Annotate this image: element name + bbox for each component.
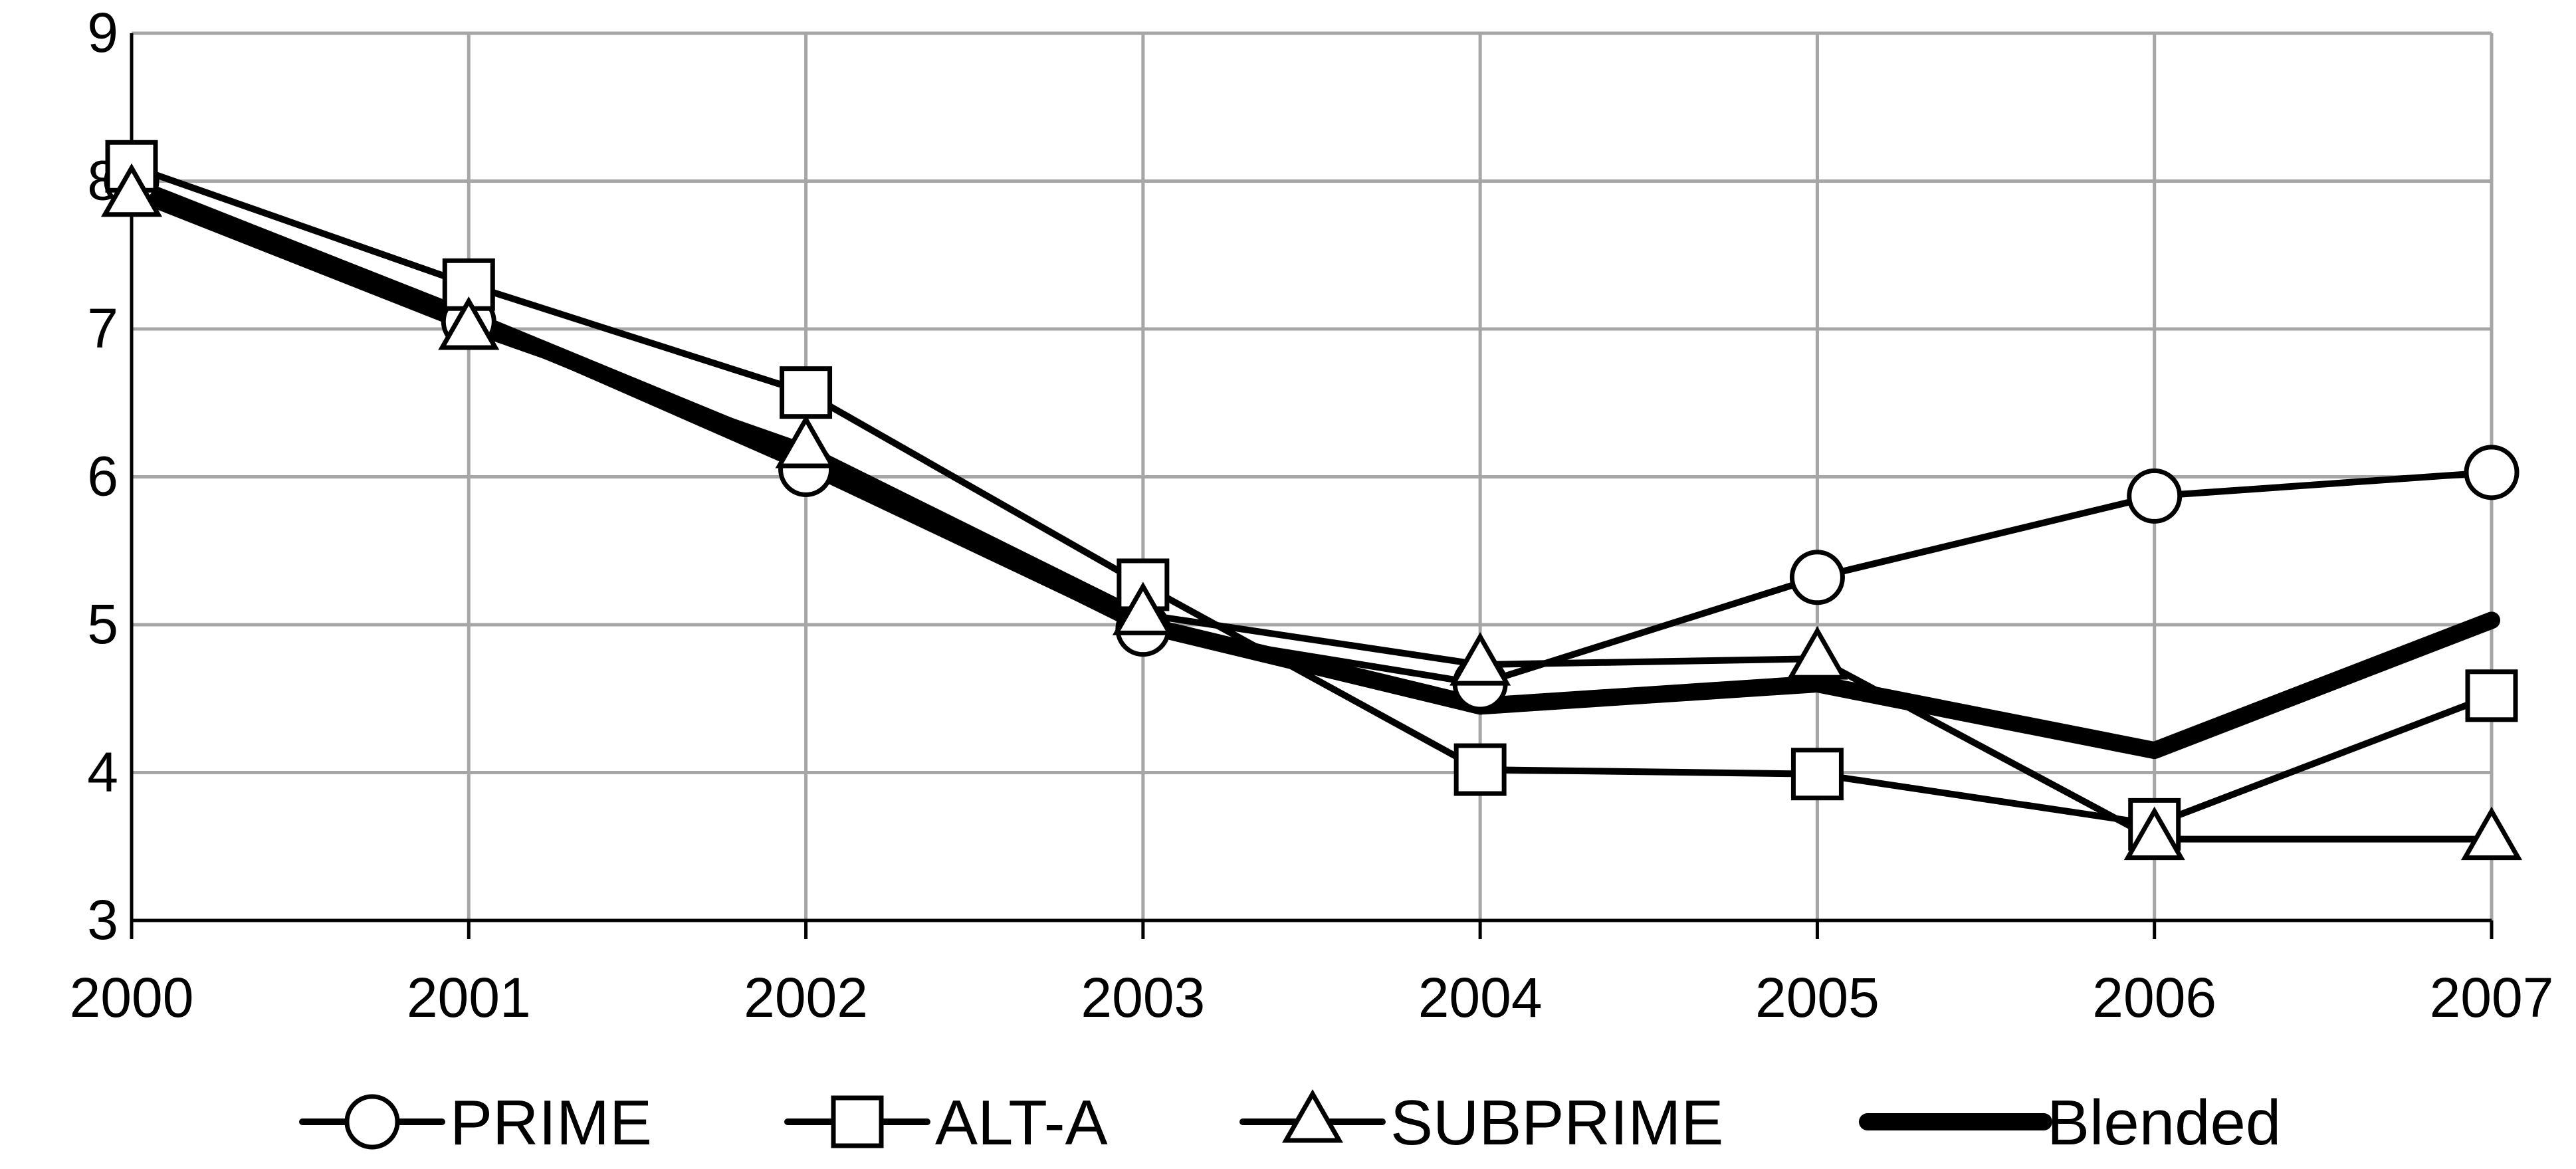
data-point-alt-a bbox=[1790, 748, 1844, 801]
x-tick-label: 2007 bbox=[2430, 966, 2554, 1029]
data-point-subprime bbox=[438, 296, 500, 350]
legend-label-alt-a: ALT-A bbox=[935, 1087, 1108, 1158]
y-tick-label: 7 bbox=[87, 297, 118, 360]
data-point-subprime bbox=[2123, 806, 2185, 861]
x-tick-label: 2001 bbox=[407, 966, 531, 1029]
x-tick-labels: 2000 2001 2002 2003 2004 2005 2006 2007 bbox=[70, 966, 2554, 1029]
data-point-subprime bbox=[1449, 632, 1511, 686]
x-tick-label: 2005 bbox=[1755, 966, 1879, 1029]
y-tick-label: 9 bbox=[87, 1, 118, 64]
data-point-subprime bbox=[2460, 806, 2523, 861]
x-tick-label: 2004 bbox=[1418, 966, 1543, 1029]
data-point-subprime bbox=[1786, 626, 1848, 680]
data-point-alt-a bbox=[1453, 743, 1507, 796]
x-tick-label: 2003 bbox=[1081, 966, 1205, 1029]
data-point-prime bbox=[2464, 445, 2520, 500]
legend-label-prime: PRIME bbox=[450, 1087, 652, 1158]
series-line-blended bbox=[123, 177, 2500, 760]
y-tick-label: 4 bbox=[87, 741, 118, 803]
legend: PRIME ALT-A SUBPRIME Blended bbox=[299, 1087, 2281, 1158]
series-line-alt-a bbox=[128, 163, 2495, 828]
y-tick-label: 3 bbox=[87, 889, 118, 951]
x-tick-label: 2006 bbox=[2092, 966, 2216, 1029]
series-lines bbox=[100, 140, 2523, 861]
legend-label-blended: Blended bbox=[2047, 1087, 2281, 1158]
data-point-prime bbox=[1789, 550, 1845, 605]
data-point-subprime bbox=[775, 414, 837, 469]
x-tick-label: 2000 bbox=[70, 966, 194, 1029]
data-point-subprime bbox=[1112, 582, 1174, 635]
x-tick-label: 2002 bbox=[744, 966, 868, 1029]
y-tick-label: 5 bbox=[87, 593, 118, 655]
y-tick-label: 6 bbox=[87, 445, 118, 508]
data-point-subprime bbox=[100, 163, 163, 217]
legend-marker-prime bbox=[344, 1094, 400, 1150]
legend-marker-alt-a bbox=[831, 1095, 884, 1148]
data-point-alt-a bbox=[780, 366, 833, 419]
series-line-prime bbox=[128, 177, 2495, 687]
legend-label-subprime: SUBPRIME bbox=[1390, 1087, 1723, 1158]
data-point-alt-a bbox=[2465, 669, 2518, 722]
legend-marker-subprime bbox=[1281, 1089, 1344, 1143]
data-point-prime bbox=[2127, 468, 2183, 524]
